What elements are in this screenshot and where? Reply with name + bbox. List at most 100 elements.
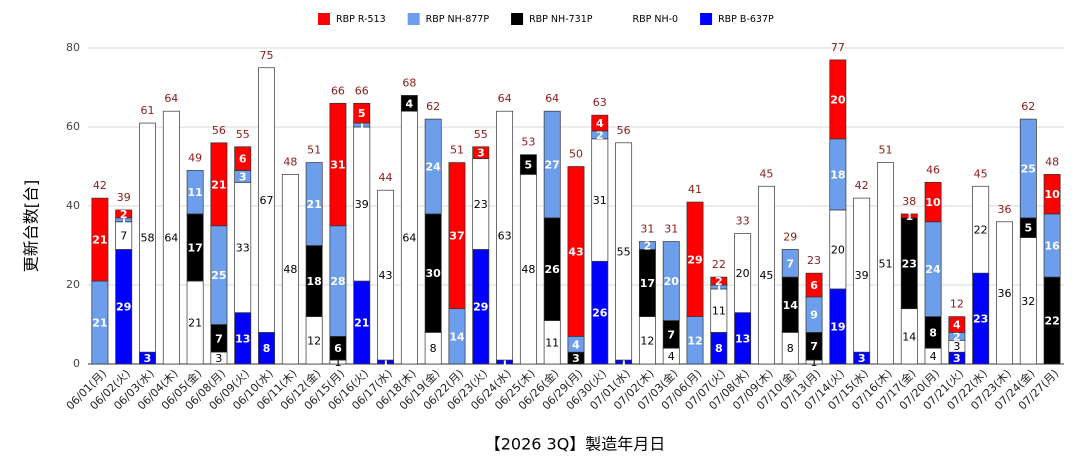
bar-segment: [543, 110, 561, 219]
segment-label: 2: [120, 208, 128, 221]
bar-segment: [91, 197, 109, 282]
segment-label: 21: [306, 198, 321, 211]
segment-label: 31: [593, 194, 607, 207]
segment-label: 16: [1044, 240, 1060, 253]
segment-label: 48: [521, 263, 535, 276]
segment-label: 10: [925, 196, 941, 209]
segment-label: 4: [572, 338, 580, 351]
total-label: 75: [260, 49, 274, 62]
total-label: 45: [759, 167, 773, 180]
segment-label: 17: [640, 277, 655, 290]
segment-label: 2: [596, 129, 604, 142]
segment-label: 20: [831, 243, 845, 256]
bar-segment: [519, 154, 537, 175]
segment-label: 1: [501, 356, 509, 369]
total-label: 51: [878, 144, 892, 157]
bar-segment: [305, 162, 323, 246]
total-label: 50: [569, 148, 583, 161]
legend-swatch: [614, 13, 627, 25]
legend-swatch: [318, 13, 330, 25]
bar-segment: [829, 59, 847, 140]
bar-segment: [496, 110, 514, 361]
segment-label: 48: [283, 263, 297, 276]
segment-label: 11: [545, 336, 559, 349]
total-label: 63: [593, 96, 607, 109]
total-label: 23: [807, 254, 821, 267]
bar-segment: [853, 197, 871, 353]
segment-label: 21: [211, 178, 226, 191]
bar-segment: [686, 201, 704, 317]
bar-segment: [972, 185, 990, 274]
y-tick-label: 20: [66, 278, 80, 291]
segment-label: 3: [858, 352, 866, 365]
segment-label: 64: [164, 232, 178, 245]
segment-label: 14: [449, 330, 465, 343]
total-label: 45: [974, 167, 988, 180]
segment-label: 51: [878, 257, 892, 270]
segment-label: 8: [929, 326, 937, 339]
total-label: 64: [498, 92, 512, 105]
segment-label: 20: [664, 275, 680, 288]
bar-segment: [924, 181, 942, 223]
segment-label: 9: [810, 309, 818, 322]
bar-segment: [662, 241, 680, 321]
total-label: 48: [1045, 155, 1059, 168]
segment-label: 1: [358, 119, 366, 132]
bar-segment: [877, 162, 894, 365]
segment-label: 17: [187, 241, 202, 254]
total-label: 48: [283, 155, 297, 168]
segment-label: 58: [141, 232, 155, 245]
bar-segment: [734, 233, 752, 313]
bar-segment: [115, 209, 133, 219]
segment-label: 3: [215, 352, 222, 365]
segment-label: 14: [902, 330, 916, 343]
segment-label: 22: [1044, 315, 1059, 328]
segment-label: 7: [120, 230, 127, 243]
segment-label: 24: [426, 161, 442, 174]
x-axis-title: 【2026 3Q】製造年月日: [485, 435, 666, 454]
segment-label: 20: [736, 267, 750, 280]
segment-label: 26: [592, 307, 608, 320]
total-label: 44: [379, 171, 393, 184]
total-label: 77: [831, 41, 845, 54]
bar-segment: [353, 102, 371, 124]
y-tick-label: 0: [73, 357, 80, 370]
total-label: 49: [188, 151, 202, 164]
segment-label: 3: [953, 352, 961, 365]
segment-label: 18: [830, 168, 845, 181]
bar-segment: [1043, 174, 1061, 215]
bar-segment: [258, 67, 275, 333]
legend-label: RBP NH-0: [632, 14, 678, 25]
bar-segment: [424, 118, 442, 215]
bar-segment: [900, 213, 918, 219]
segment-label: 55: [617, 245, 631, 258]
total-label: 64: [545, 92, 559, 105]
segment-label: 5: [1024, 222, 1032, 235]
segment-label: 6: [810, 279, 818, 292]
bar-segment: [472, 146, 490, 159]
total-label: 12: [950, 298, 964, 311]
total-label: 51: [450, 144, 464, 157]
bar-segment: [162, 110, 180, 365]
segment-label: 37: [449, 230, 464, 243]
segment-label: 14: [783, 299, 799, 312]
total-label: 31: [640, 223, 654, 236]
total-label: 46: [926, 163, 940, 176]
segment-label: 13: [235, 332, 250, 345]
total-label: 62: [1021, 100, 1035, 113]
total-label: 41: [688, 183, 702, 196]
bar-segment: [948, 316, 966, 333]
segment-label: 5: [358, 107, 366, 120]
segment-label: 7: [215, 332, 223, 345]
segment-label: 39: [855, 269, 869, 282]
segment-label: 1: [811, 356, 818, 369]
segment-label: 45: [759, 269, 773, 282]
segment-label: 8: [787, 342, 794, 355]
segment-label: 2: [644, 240, 652, 253]
segment-label: 22: [974, 224, 988, 237]
segment-label: 21: [354, 317, 369, 330]
segment-label: 36: [997, 287, 1011, 300]
segment-label: 29: [116, 301, 131, 314]
total-label: 31: [664, 223, 678, 236]
segment-label: 12: [687, 334, 702, 347]
